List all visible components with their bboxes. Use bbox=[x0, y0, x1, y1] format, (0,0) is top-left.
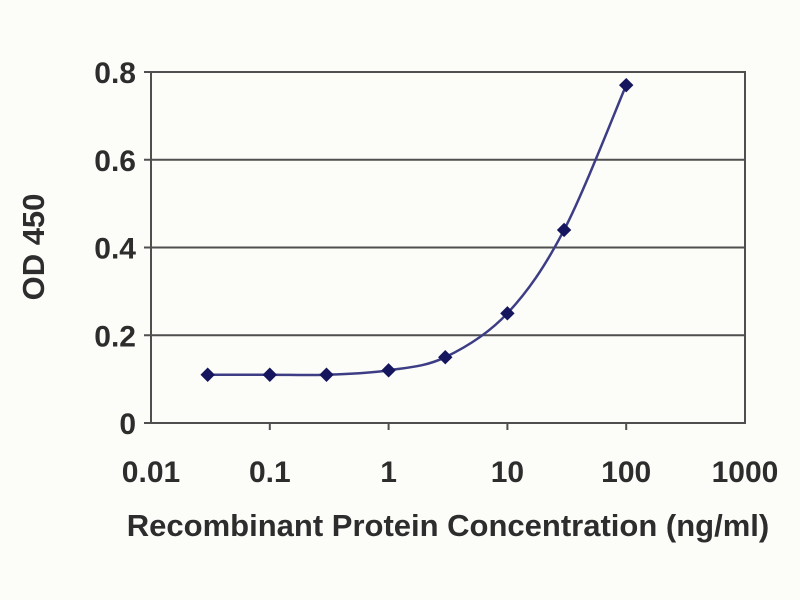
y-tick-label: 0.4 bbox=[94, 233, 136, 266]
data-point-marker bbox=[438, 349, 453, 365]
x-tick-label: 10 bbox=[491, 456, 524, 489]
y-tick-label: 0.6 bbox=[94, 145, 136, 178]
y-axis-title: OD 450 bbox=[16, 193, 51, 301]
data-point-marker bbox=[200, 367, 215, 382]
x-axis-title: Recombinant Protein Concentration (ng/ml… bbox=[126, 508, 770, 543]
x-tick-label: 0.01 bbox=[122, 456, 180, 489]
y-tick-label: 0.8 bbox=[94, 57, 136, 90]
data-point-marker bbox=[319, 367, 334, 382]
y-tick-label: 0.2 bbox=[94, 320, 136, 353]
data-point-marker bbox=[500, 306, 515, 321]
y-tick-label: 0 bbox=[119, 408, 136, 441]
x-tick-label: 1 bbox=[380, 456, 397, 489]
data-point-marker bbox=[556, 222, 572, 238]
data-point-marker bbox=[381, 363, 396, 378]
data-point-marker bbox=[618, 77, 634, 93]
x-tick-label: 0.1 bbox=[249, 456, 291, 489]
data-point-marker bbox=[262, 367, 278, 382]
x-tick-label: 1000 bbox=[712, 456, 779, 489]
x-tick-label: 100 bbox=[601, 456, 651, 489]
